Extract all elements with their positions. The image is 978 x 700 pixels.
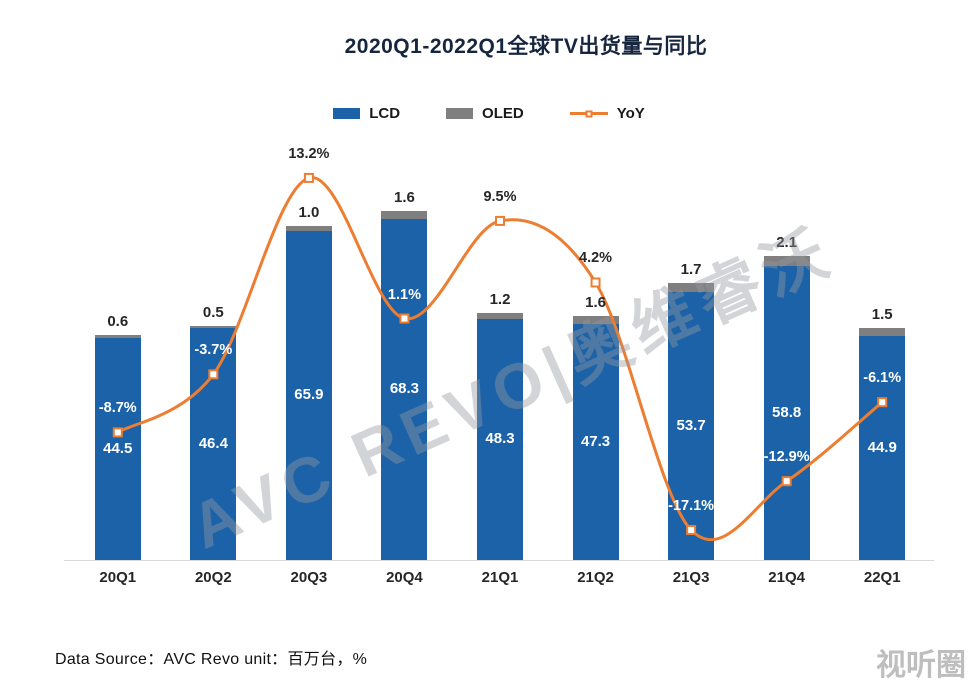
x-axis-label: 21Q1: [481, 569, 519, 586]
legend-item-yoy: YoY: [569, 105, 645, 122]
x-axis-label: 22Q1: [863, 569, 901, 586]
lcd-value-label: 44.9: [867, 438, 897, 456]
yoy-value-label: -12.9%: [763, 449, 810, 466]
yoy-value-label: 4.2%: [579, 250, 613, 267]
yoy-value-label: -3.7%: [194, 342, 233, 359]
legend-label-yoy: YoY: [616, 105, 645, 122]
oled-value-label: 0.5: [202, 303, 224, 321]
oled-bar: [381, 210, 428, 219]
yoy-value-label: 1.1%: [387, 286, 421, 303]
legend-label-lcd: LCD: [369, 105, 401, 122]
yoy-value-label: -6.1%: [863, 370, 902, 387]
x-axis-label: 20Q1: [99, 569, 137, 586]
x-axis-line: [64, 560, 934, 561]
oled-bar: [668, 283, 715, 292]
yoy-value-label: 13.2%: [288, 145, 330, 162]
lcd-value-label: 53.7: [676, 416, 706, 434]
x-axis-label: 21Q3: [672, 569, 710, 586]
oled-bar: [763, 255, 810, 266]
yoy-line-swatch-icon: [569, 110, 608, 117]
lcd-value-label: 68.3: [389, 380, 420, 398]
x-axis-label: 20Q2: [194, 569, 232, 586]
yoy-point-marker: [495, 215, 505, 226]
lcd-value-label: 58.8: [772, 404, 802, 421]
oled-value-label: 1.0: [298, 203, 320, 221]
chart-title: 2020Q1-2022Q1全球TV出货量与同比: [344, 35, 708, 58]
yoy-marker-icon: [585, 110, 593, 117]
x-axis-label: 21Q2: [577, 569, 614, 586]
oled-value-label: 1.5: [871, 306, 893, 323]
oled-bar: [477, 312, 523, 319]
lcd-swatch-icon: [333, 108, 361, 119]
corner-watermark: 视听圈: [876, 649, 966, 682]
oled-value-label: 1.7: [680, 261, 702, 278]
oled-swatch-icon: [446, 108, 474, 119]
legend: LCD OLED YoY: [0, 105, 978, 122]
oled-value-label: 1.6: [585, 293, 606, 311]
data-source-note: Data Source：AVC Revo unit：百万台，%: [55, 651, 368, 668]
x-axis-label: 20Q4: [386, 569, 423, 586]
lcd-value-label: 48.3: [485, 430, 515, 448]
lcd-value-label: 46.4: [198, 435, 228, 452]
oled-bar: [94, 334, 141, 338]
oled-bar: [859, 328, 906, 336]
yoy-value-label: -17.1%: [668, 498, 715, 514]
oled-value-label: 1.6: [394, 188, 415, 206]
x-axis-label: 20Q3: [290, 569, 328, 586]
oled-value-label: 2.1: [776, 233, 798, 251]
yoy-value-label: -8.7%: [98, 400, 137, 417]
legend-item-oled: OLED: [446, 105, 524, 122]
legend-item-lcd: LCD: [333, 105, 400, 122]
lcd-value-label: 47.3: [580, 432, 611, 450]
lcd-value-label: 44.5: [103, 439, 133, 457]
lcd-value-label: 65.9: [294, 386, 324, 404]
yoy-value-label: 9.5%: [483, 188, 517, 205]
yoy-point-marker: [590, 277, 601, 288]
legend-label-oled: OLED: [482, 105, 524, 122]
oled-bar: [285, 225, 332, 231]
oled-bar: [190, 325, 237, 328]
yoy-point-marker: [303, 172, 314, 183]
oled-bar: [572, 315, 619, 324]
oled-value-label: 0.6: [107, 312, 129, 330]
oled-value-label: 1.2: [489, 290, 511, 308]
x-axis-label: 21Q4: [768, 569, 805, 586]
